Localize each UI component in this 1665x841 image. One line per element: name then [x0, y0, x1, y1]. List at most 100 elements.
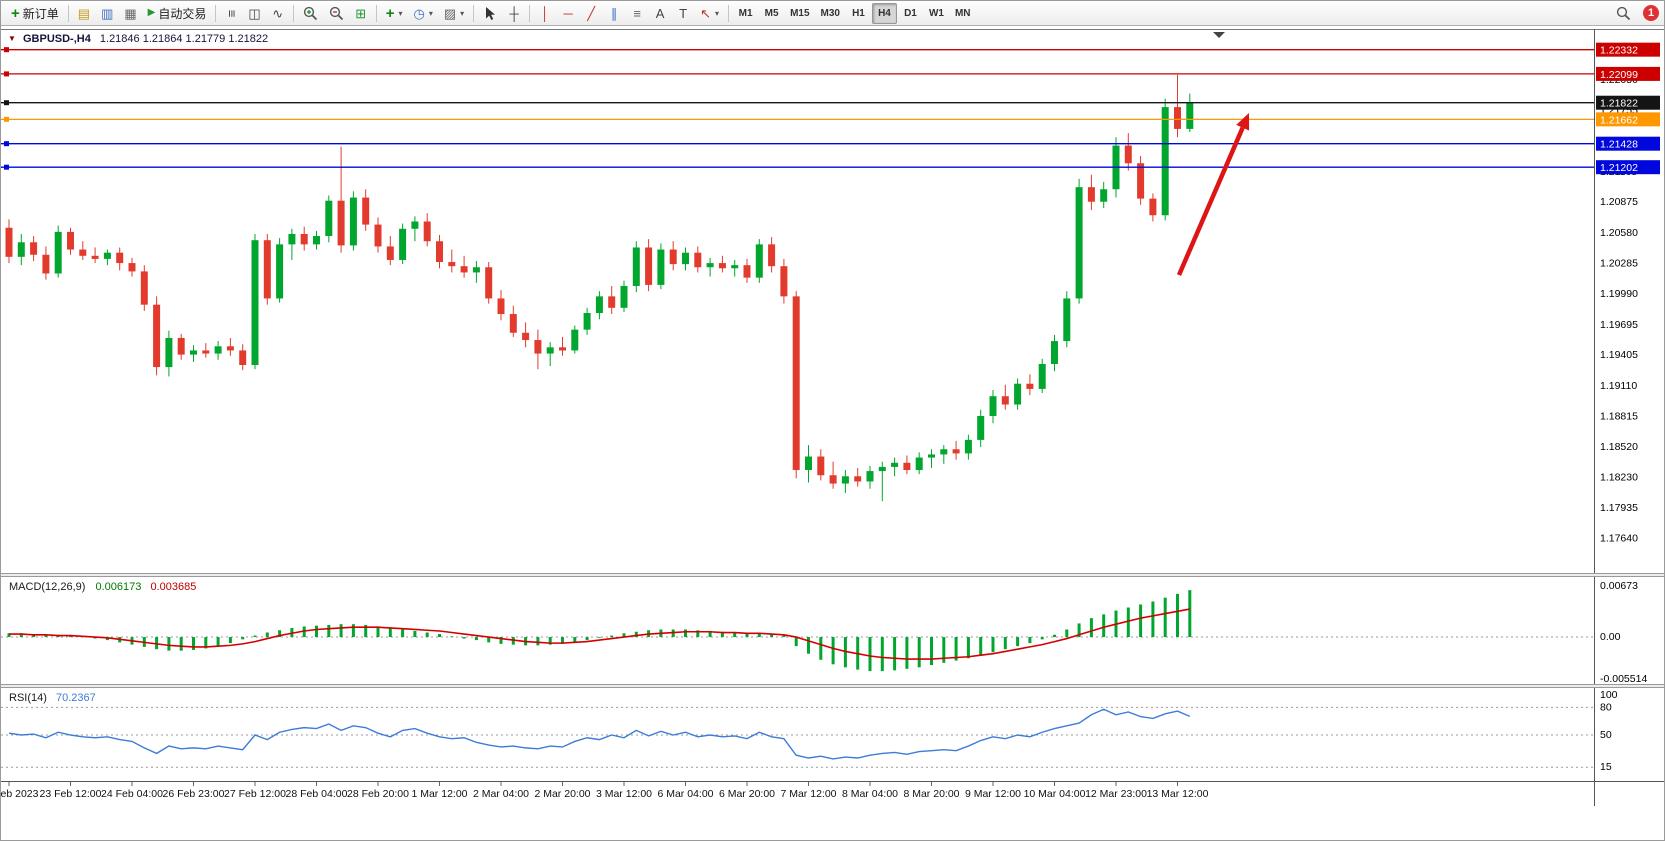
symbol-marker-icon[interactable]: ▼: [8, 34, 16, 43]
time-label: 1 Mar 12:00: [411, 788, 467, 800]
channel-button[interactable]: ∥: [603, 3, 625, 24]
hline-handle[interactable]: [4, 71, 9, 77]
templates-button[interactable]: ▨ ▾: [439, 3, 469, 24]
zoom-in-button[interactable]: [298, 3, 323, 24]
cursor-button[interactable]: [478, 3, 502, 24]
macd-axis-label: 0.00673: [1600, 580, 1638, 592]
timeframe-w1[interactable]: W1: [928, 7, 944, 19]
timeframe-mn[interactable]: MN: [954, 7, 971, 19]
candle-body: [349, 197, 357, 246]
timeframe-m1[interactable]: M1: [738, 7, 753, 19]
chart-ohlc-values: 1.21846 1.21864 1.21779 1.21822: [99, 33, 269, 45]
candle-body: [1026, 383, 1034, 389]
hline-handle[interactable]: [4, 116, 9, 122]
candle-body: [915, 457, 923, 471]
arrows-tool-button[interactable]: ↖ ▾: [695, 3, 724, 24]
macd-main-value: 0.006173: [95, 581, 142, 593]
timeframe-h1[interactable]: H1: [852, 7, 865, 19]
candlestick-chart-button[interactable]: ◫: [243, 3, 265, 24]
vertical-line-button[interactable]: │: [534, 3, 556, 24]
annotation-arrow-shaft[interactable]: [1176, 126, 1245, 276]
annotation-arrow-head[interactable]: [1236, 113, 1250, 131]
time-label: 2 Mar 04:00: [473, 788, 529, 800]
price-badge-label: 1.21662: [1600, 114, 1638, 126]
timeframe-m5[interactable]: M5: [764, 7, 779, 19]
timeframe-h4[interactable]: H4: [871, 2, 897, 24]
new-order-label: 新订单: [22, 6, 59, 21]
candle-body: [165, 337, 173, 368]
hline-handle[interactable]: [4, 164, 9, 170]
candle-body: [940, 449, 948, 455]
hline-handle[interactable]: [4, 100, 9, 106]
time-label: 12 Mar 23:00: [1085, 788, 1147, 800]
candle-body: [964, 439, 972, 454]
market-watch-button[interactable]: ▤: [73, 3, 95, 24]
fibonacci-button[interactable]: ≡: [626, 3, 648, 24]
candle-body: [608, 296, 616, 308]
time-label: 3 Mar 12:00: [596, 788, 652, 800]
rsi-value: 70.2367: [55, 692, 96, 704]
timeframe-m30[interactable]: M30: [820, 7, 840, 19]
horizontal-line-button[interactable]: ─: [557, 3, 579, 24]
autotrading-play-icon: ▶: [147, 7, 156, 18]
time-label: 7 Mar 12:00: [780, 788, 836, 800]
timeframe-d1[interactable]: D1: [904, 7, 917, 19]
candle-body: [1014, 383, 1022, 405]
candle-body: [645, 247, 653, 285]
bar-chart-button[interactable]: ≡: [220, 3, 242, 24]
hline-handle[interactable]: [4, 47, 9, 53]
candle-body: [153, 304, 161, 368]
price-badge-1.21202: [1596, 160, 1660, 175]
search-button[interactable]: [1611, 3, 1636, 24]
candle-body: [1001, 396, 1009, 405]
toolbar: + 新订单 ▤ ▥ ▦ ▶ 自动交易 ≡ ◫ ∿ ⊞ + ▾ ◷ ▾ ▨ ▾ ┼: [1, 1, 1664, 26]
separator: [375, 4, 377, 22]
candle-body: [1149, 198, 1157, 216]
terminal-icon: ▦: [124, 5, 137, 21]
indicators-button[interactable]: + ▾: [381, 3, 408, 24]
candle-body: [878, 466, 886, 472]
candle-body: [325, 200, 333, 237]
time-label: 6 Mar 04:00: [657, 788, 713, 800]
zoom-out-button[interactable]: [324, 3, 349, 24]
tile-windows-button[interactable]: ⊞: [350, 3, 372, 24]
autotrading-button[interactable]: ▶ 自动交易: [143, 3, 212, 24]
panel-divider[interactable]: [1, 684, 1665, 688]
hline-handle[interactable]: [4, 141, 9, 147]
price-label: 1.17935: [1600, 502, 1638, 514]
timeframe-m15[interactable]: M15: [790, 7, 810, 19]
candle-body: [5, 227, 13, 257]
candle-body: [423, 221, 431, 242]
candle-body: [534, 340, 542, 354]
candle-body: [313, 236, 320, 245]
candle-body: [620, 285, 628, 308]
price-label: 1.20580: [1600, 227, 1638, 239]
terminal-button[interactable]: ▦: [119, 3, 141, 24]
candle-body: [1137, 163, 1145, 199]
candle-body: [436, 241, 443, 263]
navigator-button[interactable]: ▥: [96, 3, 118, 24]
candle-body: [239, 350, 247, 365]
market-watch-icon: ▤: [77, 5, 91, 21]
candle-body: [497, 298, 505, 315]
candle-body: [817, 456, 825, 476]
candle-body: [595, 296, 603, 313]
text-tool-icon: A: [655, 5, 665, 21]
new-order-button[interactable]: + 新订单: [6, 3, 64, 24]
panel-divider[interactable]: [1, 573, 1665, 577]
notifications-badge[interactable]: 1: [1643, 5, 1659, 21]
chart-shift-marker[interactable]: [1213, 32, 1225, 38]
macd-signal-value: 0.003685: [150, 581, 197, 593]
candle-body: [42, 254, 50, 274]
trendline-button[interactable]: ╱: [580, 3, 602, 24]
line-chart-button[interactable]: ∿: [267, 3, 289, 24]
label-tool-button[interactable]: T: [672, 3, 694, 24]
crosshair-button[interactable]: ┼: [503, 3, 525, 24]
text-tool-button[interactable]: A: [649, 3, 671, 24]
candle-body: [214, 346, 222, 354]
periods-button[interactable]: ◷ ▾: [408, 3, 437, 24]
zoom-out-icon: [329, 6, 343, 20]
candle-body: [30, 242, 38, 255]
